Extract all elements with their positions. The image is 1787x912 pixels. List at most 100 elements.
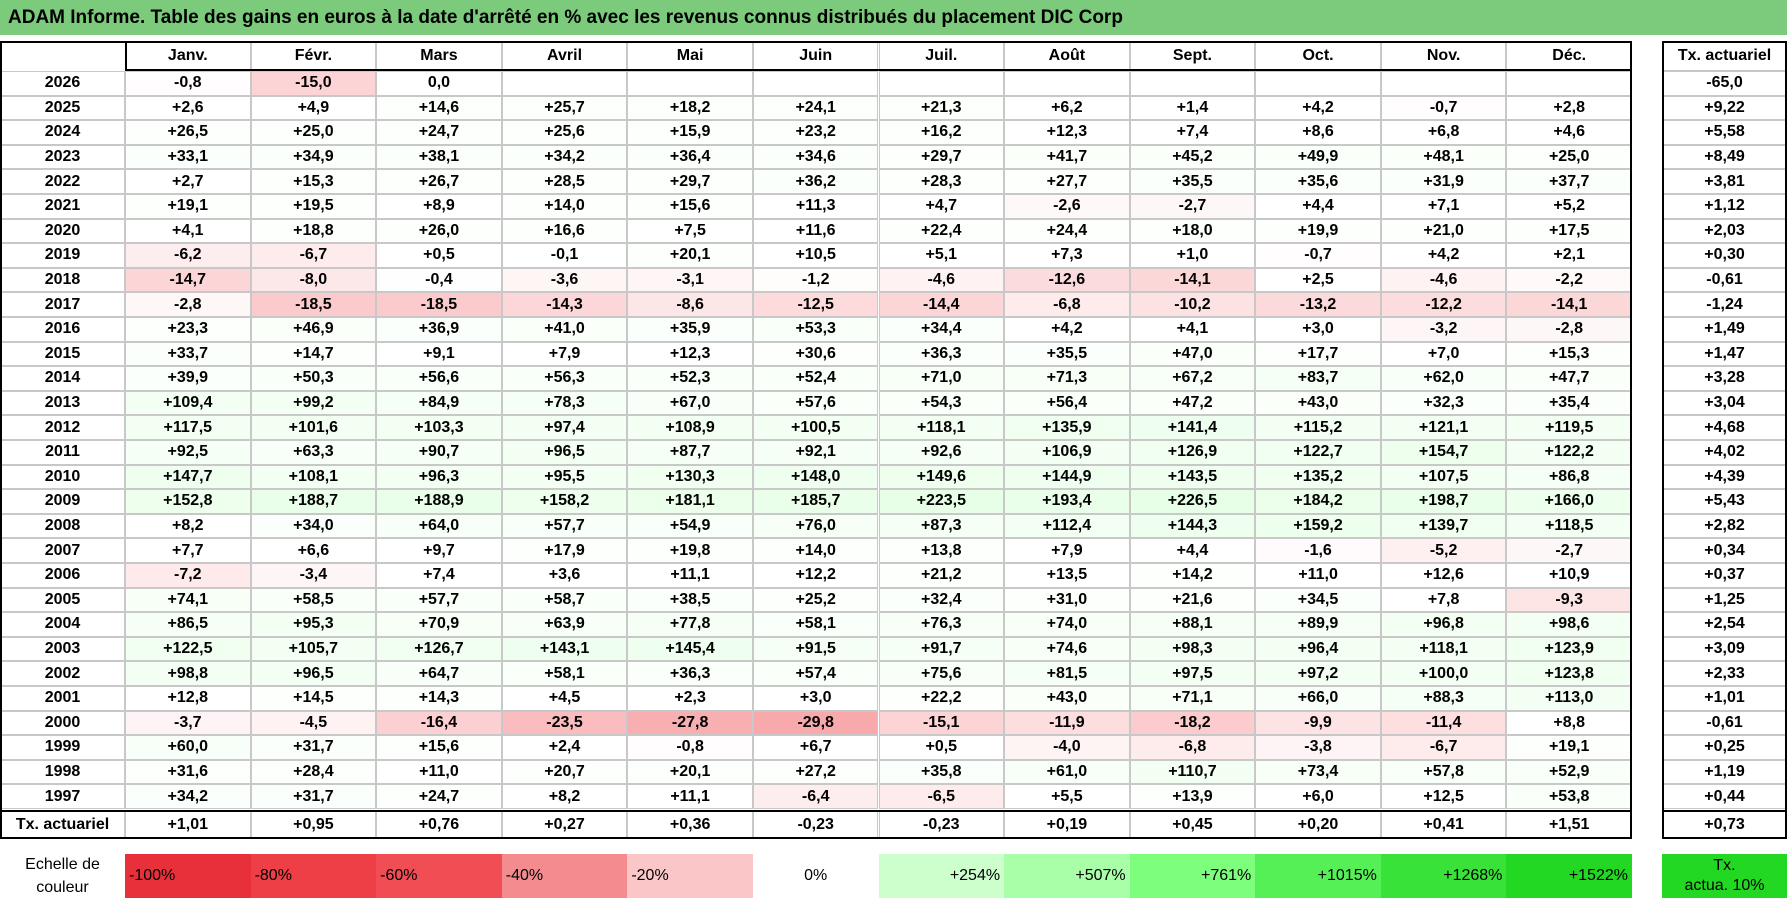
month-value: +45,2 bbox=[1129, 144, 1256, 170]
month-value bbox=[752, 71, 879, 96]
month-value: +96,5 bbox=[250, 661, 377, 686]
month-value: +107,5 bbox=[1380, 464, 1507, 490]
month-value: +2,7 bbox=[125, 169, 251, 194]
year-label: 2016 bbox=[0, 317, 125, 342]
month-value: +7,7 bbox=[125, 538, 251, 563]
month-value: +15,3 bbox=[250, 169, 377, 194]
month-value: +48,1 bbox=[1380, 144, 1507, 170]
month-value: +71,3 bbox=[1004, 366, 1130, 391]
column-header: Juin bbox=[752, 41, 879, 71]
month-value: +38,1 bbox=[376, 144, 502, 170]
month-value: +36,4 bbox=[627, 144, 753, 170]
month-value: +7,4 bbox=[376, 563, 502, 588]
month-value: +31,9 bbox=[1380, 169, 1507, 194]
month-value: +34,6 bbox=[752, 144, 879, 170]
month-value: +92,6 bbox=[878, 440, 1005, 465]
month-value: -5,2 bbox=[1380, 538, 1507, 563]
month-value: +147,7 bbox=[125, 464, 251, 490]
month-value: +100,5 bbox=[752, 415, 879, 440]
month-value: +19,1 bbox=[125, 194, 251, 219]
month-value: +21,3 bbox=[878, 95, 1005, 121]
month-value: +12,5 bbox=[1380, 784, 1507, 809]
scale-step: -20% bbox=[627, 854, 753, 898]
month-value: +47,0 bbox=[1129, 341, 1256, 367]
column-header: Mars bbox=[376, 41, 502, 71]
month-value: +57,4 bbox=[752, 661, 879, 686]
month-value: +2,4 bbox=[501, 735, 628, 760]
month-value: +119,5 bbox=[1506, 415, 1632, 440]
month-value: +113,0 bbox=[1506, 686, 1632, 711]
month-value: +8,2 bbox=[125, 513, 251, 539]
month-value: +11,3 bbox=[752, 194, 879, 219]
month-value: +105,7 bbox=[250, 636, 377, 662]
month-value: +117,5 bbox=[125, 415, 251, 440]
month-value: +28,3 bbox=[878, 169, 1005, 194]
month-value: +41,7 bbox=[1004, 144, 1130, 170]
month-value: +34,2 bbox=[501, 144, 628, 170]
month-value: +46,9 bbox=[250, 317, 377, 342]
month-value: +1,0 bbox=[1129, 243, 1256, 268]
month-value: -2,7 bbox=[1129, 194, 1256, 219]
month-value: +143,1 bbox=[501, 636, 628, 662]
month-value: -12,2 bbox=[1380, 292, 1507, 317]
month-value: +17,9 bbox=[501, 538, 628, 563]
month-value: +35,8 bbox=[878, 759, 1005, 785]
column-header: Janv. bbox=[125, 41, 251, 71]
month-value: +27,2 bbox=[752, 759, 879, 785]
month-value: +185,7 bbox=[752, 489, 879, 514]
total-value: +5,58 bbox=[1662, 120, 1787, 145]
month-value: -4,0 bbox=[1004, 735, 1130, 760]
month-value bbox=[501, 71, 628, 96]
year-label: 2003 bbox=[0, 636, 125, 662]
month-value: -9,9 bbox=[1255, 710, 1381, 736]
month-value: +6,0 bbox=[1255, 784, 1381, 809]
month-value: +64,0 bbox=[376, 513, 502, 539]
month-value: -2,8 bbox=[1506, 317, 1632, 342]
year-label: 2015 bbox=[0, 341, 125, 367]
month-value: +47,7 bbox=[1506, 366, 1632, 391]
scale-step: +507% bbox=[1004, 854, 1130, 898]
month-value: +31,0 bbox=[1004, 587, 1130, 613]
month-value: +70,9 bbox=[376, 612, 502, 637]
month-value: +144,9 bbox=[1004, 464, 1130, 490]
month-value: +126,9 bbox=[1129, 440, 1256, 465]
month-value: +103,3 bbox=[376, 415, 502, 440]
month-value: +193,4 bbox=[1004, 489, 1130, 514]
total-value: +2,03 bbox=[1662, 218, 1787, 244]
month-value: -11,4 bbox=[1380, 710, 1507, 736]
month-value: +31,7 bbox=[250, 784, 377, 809]
month-value: +33,7 bbox=[125, 341, 251, 367]
footer-value: +0,41 bbox=[1380, 811, 1507, 839]
column-header: Déc. bbox=[1506, 41, 1632, 71]
title-bar: ADAM Informe. Table des gains en euros à… bbox=[0, 0, 1787, 35]
month-value: -4,6 bbox=[1380, 267, 1507, 293]
month-value: +188,7 bbox=[250, 489, 377, 514]
month-value: +6,8 bbox=[1380, 120, 1507, 145]
month-value: +27,7 bbox=[1004, 169, 1130, 194]
year-label: 2017 bbox=[0, 292, 125, 317]
month-value: +84,9 bbox=[376, 390, 502, 416]
month-value: +19,9 bbox=[1255, 218, 1381, 244]
total-value: +2,33 bbox=[1662, 661, 1787, 686]
month-value bbox=[1129, 71, 1256, 96]
column-header: Févr. bbox=[250, 41, 377, 71]
total-value: +0,30 bbox=[1662, 243, 1787, 268]
month-value: +13,8 bbox=[878, 538, 1005, 563]
month-value: +11,0 bbox=[1255, 563, 1381, 588]
month-value: -6,7 bbox=[250, 243, 377, 268]
month-value: +5,5 bbox=[1004, 784, 1130, 809]
month-value: +149,6 bbox=[878, 464, 1005, 490]
month-value: +2,1 bbox=[1506, 243, 1632, 268]
year-label: 2011 bbox=[0, 440, 125, 465]
month-value: +8,8 bbox=[1506, 710, 1632, 736]
month-value: -14,3 bbox=[501, 292, 628, 317]
month-value: +36,9 bbox=[376, 317, 502, 342]
month-value: +11,1 bbox=[627, 784, 753, 809]
total-value: +3,28 bbox=[1662, 366, 1787, 391]
total-value: +4,68 bbox=[1662, 415, 1787, 440]
month-value: -2,2 bbox=[1506, 267, 1632, 293]
month-value: -9,3 bbox=[1506, 587, 1632, 613]
year-label: 2004 bbox=[0, 612, 125, 637]
month-value: +6,7 bbox=[752, 735, 879, 760]
year-label: 2025 bbox=[0, 95, 125, 121]
